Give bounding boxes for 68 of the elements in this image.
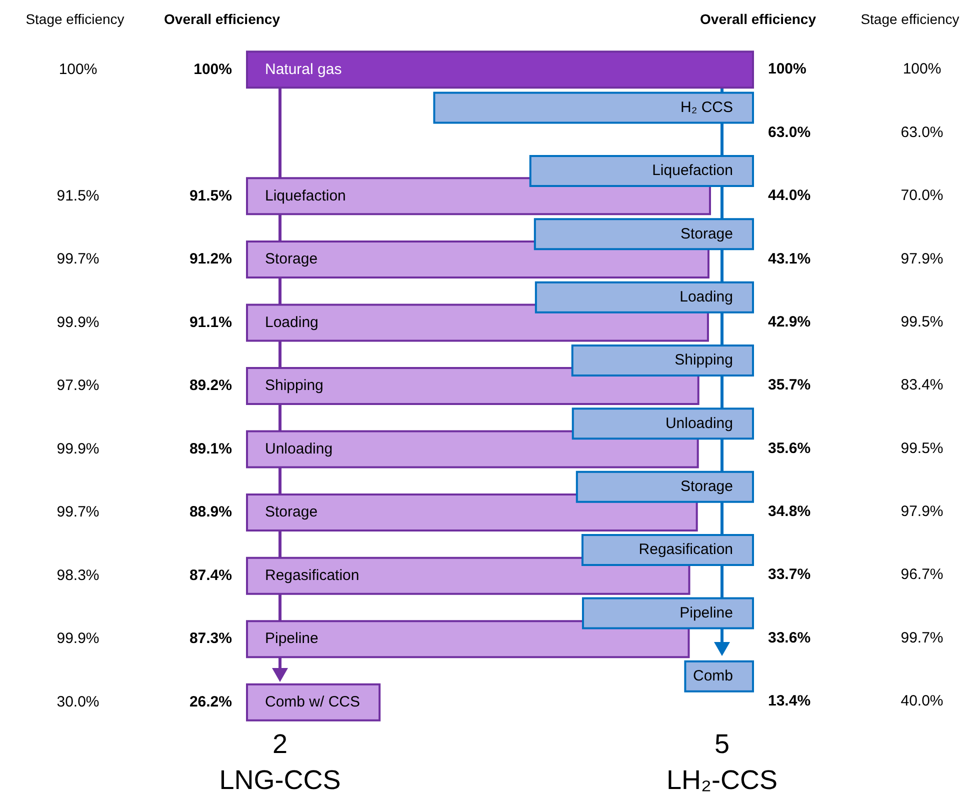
data-label: 34.8% bbox=[768, 503, 811, 520]
category-label: Loading bbox=[680, 288, 733, 306]
category-label: Pipeline bbox=[265, 630, 318, 648]
category-label: Comb bbox=[692, 668, 733, 685]
text: 99.9% bbox=[56, 630, 100, 648]
text: 99.7% bbox=[56, 250, 100, 268]
data-label: 63.0% bbox=[768, 124, 811, 141]
category-label: Comb w/ CCS bbox=[265, 694, 360, 711]
text: 99.5% bbox=[900, 313, 944, 330]
text: 97.9% bbox=[56, 377, 100, 394]
category-label: Storage bbox=[680, 478, 733, 496]
data-label: 89.1% bbox=[189, 440, 232, 458]
text: 99.9% bbox=[56, 314, 100, 331]
category-label: Shipping bbox=[674, 352, 733, 369]
text: 99.5% bbox=[900, 440, 944, 457]
data-label: 33.6% bbox=[768, 629, 811, 646]
category-label: Shipping bbox=[265, 377, 324, 394]
text: 83.4% bbox=[900, 376, 944, 394]
data-label: 87.3% bbox=[189, 630, 232, 648]
text: 70.0% bbox=[900, 187, 944, 204]
text: 63.0% bbox=[900, 124, 944, 141]
category-label: Storage bbox=[265, 504, 318, 521]
category-label: Pipeline bbox=[680, 604, 733, 622]
data-label: 26.2% bbox=[189, 694, 232, 711]
data-label: 87.4% bbox=[189, 566, 232, 584]
category-label: Liquefaction bbox=[265, 187, 346, 204]
data-label: 89.2% bbox=[189, 377, 232, 394]
data-label: 43.1% bbox=[768, 250, 811, 268]
category-label: Loading bbox=[265, 314, 318, 331]
category-label: H₂ CCS bbox=[680, 98, 733, 116]
category-label: Regasification bbox=[638, 541, 733, 558]
data-label: 13.4% bbox=[768, 692, 811, 710]
category-label: Natural gas bbox=[265, 60, 342, 78]
data-label: 35.7% bbox=[768, 376, 811, 394]
category-label: Unloading bbox=[265, 440, 333, 458]
text: 40.0% bbox=[900, 692, 944, 710]
category-label: Regasification bbox=[265, 566, 360, 584]
data-label: 42.9% bbox=[768, 313, 811, 330]
text: 30.0% bbox=[56, 694, 100, 711]
data-label: 100% bbox=[194, 60, 232, 78]
x-axis-title: 5 LH₂-CCS bbox=[666, 728, 778, 797]
text: 99.9% bbox=[56, 440, 100, 458]
text: 99.7% bbox=[56, 504, 100, 521]
text: 97.9% bbox=[900, 503, 944, 520]
annotation: Overall efficiency bbox=[700, 10, 816, 27]
data-label: 35.6% bbox=[768, 440, 811, 457]
category-label: Liquefaction bbox=[652, 162, 733, 180]
text: Overall efficiency bbox=[164, 10, 280, 27]
category-label: Unloading bbox=[665, 414, 733, 432]
data-label: 91.1% bbox=[189, 314, 232, 331]
text: Stage efficiency bbox=[26, 10, 124, 27]
text: 97.9% bbox=[900, 250, 944, 268]
text: 96.7% bbox=[900, 566, 944, 584]
text: 98.3% bbox=[56, 566, 100, 584]
x-axis-title: 2 LNG-CCS bbox=[218, 728, 342, 797]
data-label: 44.0% bbox=[768, 187, 811, 204]
text: 100% bbox=[58, 60, 98, 78]
text: 100% bbox=[768, 60, 806, 78]
data-label: 91.2% bbox=[189, 250, 232, 268]
data-label: 91.5% bbox=[189, 187, 232, 204]
data-label: 33.7% bbox=[768, 566, 811, 584]
data-label: 88.9% bbox=[189, 504, 232, 521]
text: Stage efficiency bbox=[860, 10, 960, 27]
category-label: Storage bbox=[265, 250, 318, 268]
text: 100% bbox=[902, 60, 942, 78]
text: 91.5% bbox=[56, 187, 100, 204]
text: 99.7% bbox=[900, 629, 944, 646]
category-label: Storage bbox=[680, 225, 733, 242]
